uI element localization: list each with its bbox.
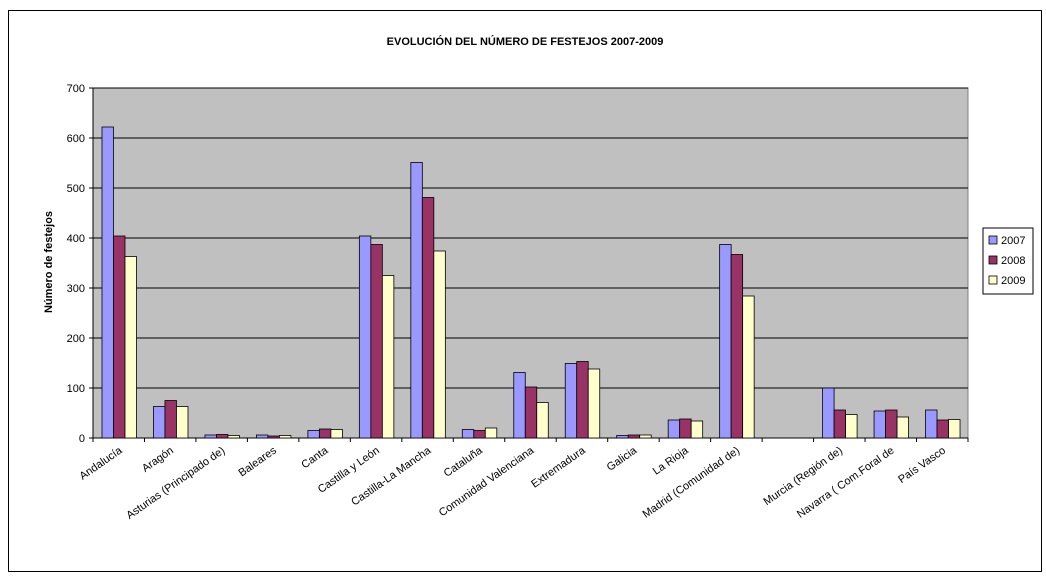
bar-2009: [536, 402, 549, 439]
bar-2008: [216, 434, 229, 439]
bar-2007: [461, 429, 475, 439]
plot-area: 0 100 200 300 400 500 600 700 Andalucía AragónAst…: [67, 83, 969, 522]
bar-2009: [742, 295, 755, 439]
bar-2007: [822, 387, 835, 439]
x-tick-label: Asturias (Principado de): [124, 445, 227, 522]
bar-2009: [176, 406, 189, 439]
legend-label-2008: 2008: [1001, 255, 1025, 267]
bar-2008: [524, 386, 538, 439]
y-tick-label: 200: [67, 333, 85, 345]
y-tick-label: 300: [67, 283, 85, 295]
x-tick-label: País Vasco: [896, 445, 948, 486]
bar-2009: [690, 420, 704, 439]
x-tick-label: Madrid (Comunidad de): [641, 445, 743, 521]
x-tick-label: Comunidad Valenciana: [437, 444, 537, 519]
legend-swatch-2007: [988, 235, 998, 245]
bar-2007: [719, 244, 732, 439]
bar-2007: [667, 419, 681, 439]
x-tick-label: Andalucía: [77, 444, 125, 482]
bar-2007: [101, 126, 114, 439]
bar-2008: [936, 419, 949, 439]
bar-2008: [885, 409, 898, 439]
bar-2008: [421, 197, 435, 439]
bar-2007: [358, 235, 372, 439]
plot-background: [92, 87, 969, 439]
y-tick-label: 400: [67, 233, 85, 245]
y-tick-label: 700: [67, 83, 85, 95]
bar-2007: [204, 434, 217, 439]
bar-2007: [873, 410, 886, 439]
bar-2007: [564, 363, 578, 439]
legend-label-2007: 2007: [1001, 235, 1025, 247]
y-tick-label: 0: [79, 433, 85, 445]
bar-2009: [639, 434, 652, 439]
bar-2008: [473, 430, 486, 439]
bar-2007: [616, 435, 629, 439]
x-tick-label: Aragón: [140, 445, 176, 475]
bar-2008: [730, 254, 744, 439]
bar-2009: [587, 368, 601, 439]
chart-title: EVOLUCIÓN DEL NÚMERO DE FESTEJOS 2007-20…: [387, 35, 664, 48]
bar-2009: [948, 419, 961, 439]
bar-2008: [370, 244, 383, 439]
bar-2007: [256, 434, 269, 439]
bar-2007: [153, 406, 166, 439]
bar-2008: [113, 235, 126, 439]
bar-2009: [330, 429, 343, 439]
y-tick-label: 600: [67, 133, 85, 145]
x-tick-label: La Rioja: [651, 444, 692, 477]
legend-swatch-2009: [988, 275, 998, 285]
bar-2009: [433, 250, 446, 439]
legend-label-2009: 2009: [1001, 275, 1025, 287]
y-tick-label: 100: [67, 383, 85, 395]
bar-2007: [925, 409, 938, 439]
bar-2008: [576, 361, 589, 439]
bar-2007: [307, 430, 320, 439]
bar-2008: [833, 409, 846, 439]
legend: 2007 2008 2009: [982, 227, 1034, 295]
x-tick-label: Baleares: [236, 444, 279, 479]
bar-2008: [267, 435, 280, 439]
bar-2009: [124, 256, 137, 439]
x-tick-label: Galicia: [605, 444, 640, 474]
bar-2009: [896, 416, 909, 439]
y-tick-label: 500: [67, 183, 85, 195]
bar-2008: [679, 418, 692, 439]
x-tick-label: Navarra ( Com.Foral de: [795, 445, 897, 521]
y-axis-label: Número de festejos: [43, 211, 55, 313]
bar-2009: [845, 414, 858, 439]
bar-2007: [410, 162, 423, 439]
x-tick-label: Canta: [299, 444, 331, 471]
bar-2009: [279, 435, 292, 439]
x-tick-label: Extremadura: [529, 444, 588, 490]
bar-2008: [627, 434, 641, 439]
bar-2009: [381, 275, 395, 439]
bar-2009: [227, 435, 240, 439]
bar-2008: [318, 428, 332, 439]
bar-2007: [513, 372, 526, 439]
legend-swatch-2008: [988, 255, 998, 265]
bar-2009: [484, 427, 498, 439]
x-tick-label: Cataluña: [442, 444, 486, 480]
bar-2008: [164, 400, 177, 439]
